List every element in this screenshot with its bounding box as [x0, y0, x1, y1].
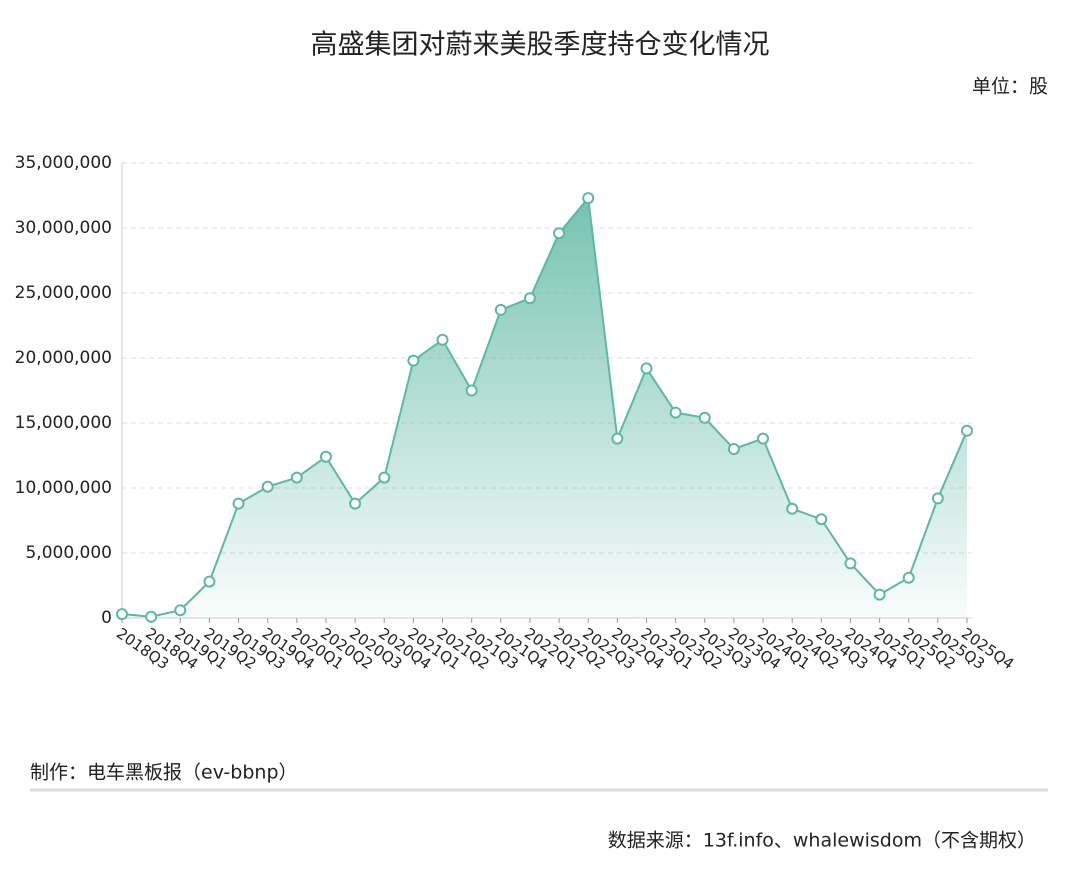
point: [961, 424, 973, 437]
point: [174, 604, 187, 617]
point: [465, 384, 478, 397]
point: [669, 406, 682, 419]
point: [523, 292, 536, 305]
point: [902, 571, 915, 584]
chart-title: 高盛集团对蔚来美股季度持仓变化情况: [311, 30, 770, 61]
point: [290, 471, 303, 484]
y-tick-label: 10,000,000: [15, 478, 112, 498]
point: [349, 497, 362, 510]
area-fill: [122, 198, 967, 618]
point: [815, 513, 828, 526]
point: [494, 303, 507, 316]
point: [844, 557, 857, 570]
point: [757, 432, 770, 445]
point: [232, 497, 245, 510]
y-tick-label: 20,000,000: [15, 348, 112, 368]
point: [698, 411, 711, 424]
y-tick-label: 35,000,000: [15, 153, 112, 173]
point: [611, 432, 624, 445]
point: [116, 608, 128, 621]
y-tick-label: 25,000,000: [15, 283, 112, 303]
y-tick-label: 15,000,000: [15, 413, 112, 433]
point: [727, 443, 740, 455]
point: [436, 333, 449, 346]
source: 数据来源：13f.info、whalewisdom（不含期权）: [608, 830, 1036, 852]
unit-label: 单位：股: [972, 76, 1048, 98]
point: [378, 471, 391, 484]
point: [261, 480, 274, 493]
y-tick-label: 0: [101, 608, 112, 628]
point: [873, 588, 886, 601]
point: [203, 575, 216, 588]
point: [640, 362, 653, 375]
point: [145, 610, 158, 623]
point: [786, 502, 799, 515]
point: [553, 227, 566, 240]
credit: 制作：电车黑板报（ev-bbnp）: [30, 762, 298, 784]
point: [582, 192, 595, 205]
point: [319, 450, 332, 463]
point: [931, 492, 944, 505]
y-tick-label: 5,000,000: [25, 543, 112, 563]
point: [407, 354, 420, 367]
y-tick-label: 30,000,000: [15, 218, 112, 238]
